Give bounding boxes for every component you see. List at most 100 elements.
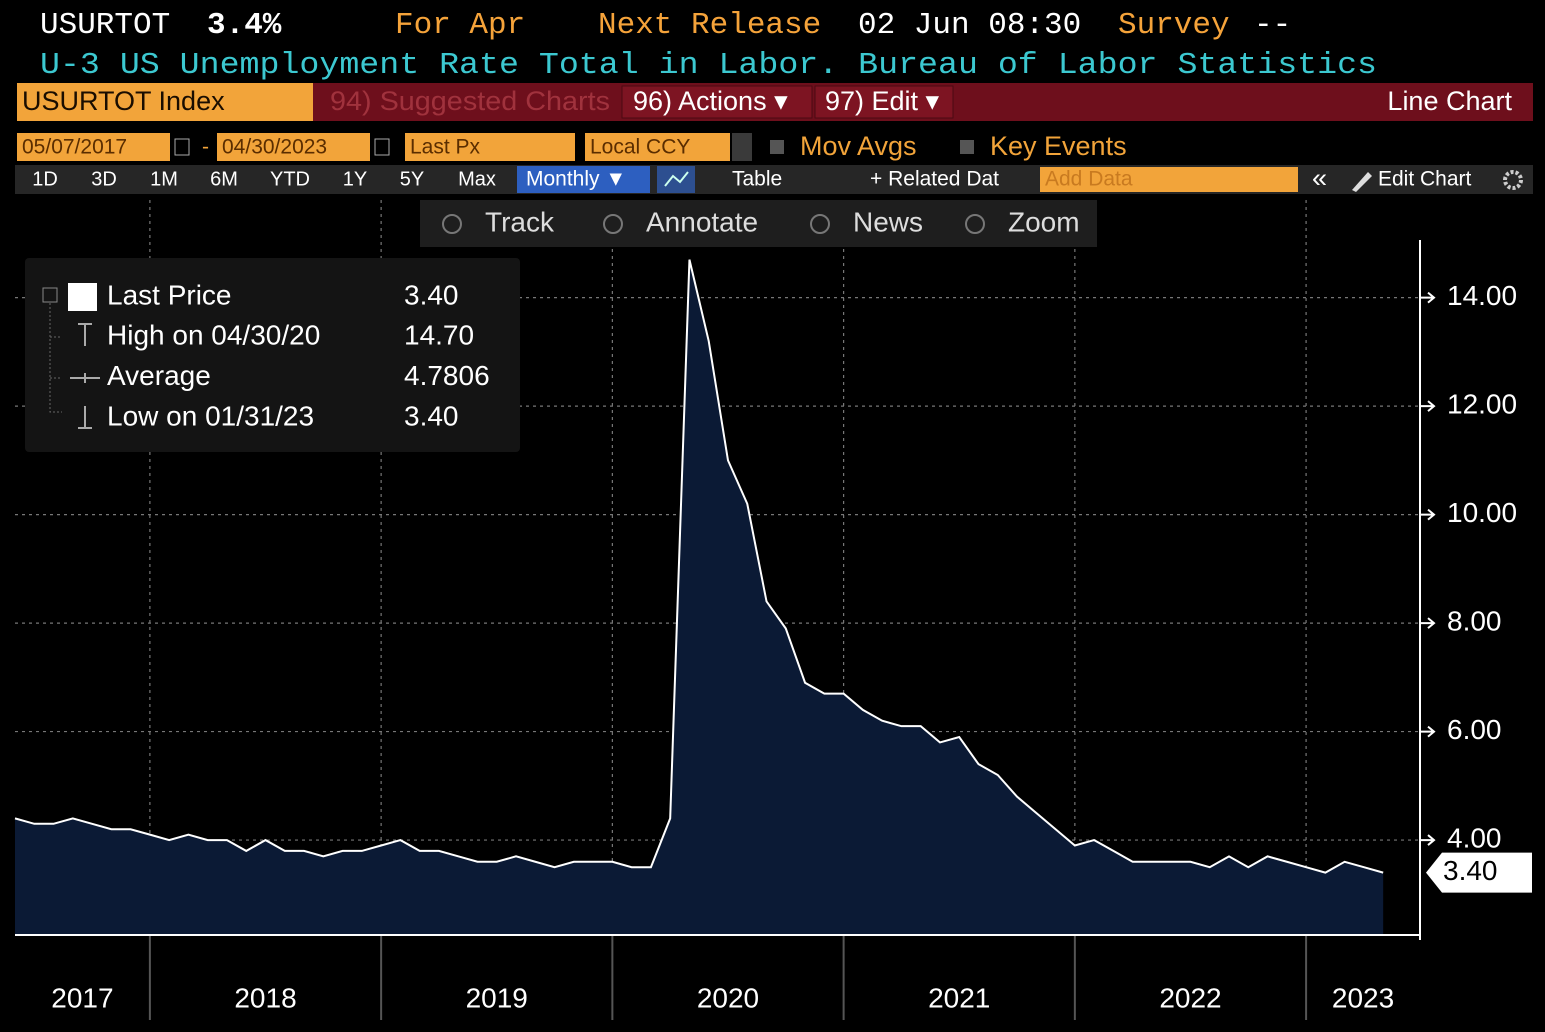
actions[interactable]: 96) Actions ▾	[633, 86, 788, 116]
range-button[interactable]: 1M	[150, 168, 178, 190]
line	[14, 259, 1384, 874]
survey-label: Survey	[1118, 8, 1230, 43]
average-icon	[70, 373, 100, 383]
security-box[interactable]	[17, 83, 313, 121]
related-data[interactable]: + Related Dat	[870, 168, 999, 191]
mov-avgs[interactable]: Mov Avgs	[800, 131, 917, 161]
y-tick	[1420, 617, 1436, 629]
legend-label: High on 04/30/20	[107, 320, 320, 351]
range-button[interactable]: 1Y	[343, 168, 367, 190]
frequency[interactable]: Monthly ▼	[526, 168, 626, 191]
security[interactable]: USURTOT Index	[22, 86, 225, 116]
legend-collapse[interactable]	[42, 287, 58, 303]
legend-label: Last Price	[107, 279, 232, 310]
start-date[interactable]: 05/07/2017	[22, 136, 127, 159]
date-separator: -	[202, 136, 209, 159]
plot: 2017 2018 2019 2020 2021 2022 2023 4.00 6.00 8.00…	[14, 200, 1532, 1020]
x-tick-label: 2020	[697, 982, 759, 1013]
chart-tool[interactable]: Track	[485, 206, 555, 237]
collapse[interactable]: «	[1312, 163, 1327, 193]
y-tick-label: 10.00	[1447, 497, 1517, 528]
next-release-label: Next Release	[598, 8, 821, 43]
end-date[interactable]: 04/30/2023	[222, 136, 327, 159]
x-tick-label: 2019	[466, 982, 528, 1013]
range-button[interactable]: 1D	[32, 168, 58, 190]
y-tick	[1420, 834, 1436, 846]
legend-value: 4.7806	[404, 360, 490, 391]
pencil-icon	[1352, 172, 1372, 192]
chart-tool[interactable]: Zoom	[1008, 206, 1080, 237]
x-tick-label: 2018	[234, 982, 296, 1013]
currency[interactable]: Local CCY	[590, 136, 690, 159]
calendar-icon[interactable]	[374, 138, 390, 156]
description: U-3 US Unemployment Rate Total in Labor.…	[40, 48, 1377, 83]
y-tick-label: 6.00	[1447, 714, 1502, 745]
tool-icon	[810, 214, 830, 234]
legend-tree	[49, 303, 62, 413]
gear-icon[interactable]	[1503, 170, 1523, 190]
frequency-box[interactable]	[517, 166, 650, 193]
legend-value: 14.70	[404, 320, 474, 351]
legend-value: 3.40	[404, 400, 459, 431]
chart-type[interactable]: Line Chart	[1387, 86, 1512, 116]
add-data-box[interactable]	[1040, 167, 1298, 192]
range-group: 1D 3D 1M 6M YTD 1Y 5Y Max	[32, 168, 496, 190]
tool-icon	[965, 214, 985, 234]
range-button[interactable]: 6M	[210, 168, 238, 190]
field-box[interactable]	[405, 133, 575, 161]
end-date-box[interactable]	[217, 133, 370, 161]
y-tick-label: 12.00	[1447, 389, 1517, 420]
key-events[interactable]: Key Events	[990, 131, 1127, 161]
calendar-icon[interactable]	[174, 138, 190, 156]
x-tick-label: 2017	[51, 982, 113, 1013]
actions-button[interactable]	[621, 85, 813, 119]
field[interactable]: Last Px	[410, 136, 481, 159]
suggested-charts[interactable]: 94) Suggested Charts	[330, 86, 610, 116]
checkbox[interactable]	[960, 140, 974, 154]
period: For Apr	[395, 8, 525, 43]
x-tick-label: 2022	[1159, 982, 1221, 1013]
survey: --	[1254, 8, 1291, 43]
current-value: 3.4%	[207, 8, 282, 43]
start-date-box[interactable]	[17, 133, 170, 161]
chart-icon-glyph	[664, 171, 689, 187]
legend-label: Low on 01/31/23	[107, 400, 314, 431]
last-value-label: 3.40	[1443, 855, 1498, 886]
area-fill	[15, 259, 1384, 935]
table[interactable]: Table	[732, 168, 782, 191]
range-button[interactable]: 5Y	[400, 168, 424, 190]
tools-group: Track Annotate News Zoom	[442, 206, 1080, 237]
tool-icon	[603, 214, 623, 234]
chart-tool[interactable]: News	[853, 206, 923, 237]
y-tick	[1420, 400, 1436, 412]
range-button[interactable]: YTD	[270, 168, 310, 190]
chart-tool[interactable]: Annotate	[646, 206, 758, 237]
y-tick-label: 8.00	[1447, 605, 1502, 636]
low-icon	[78, 406, 92, 429]
range-button[interactable]: 3D	[91, 168, 117, 190]
last-value-tag	[1426, 852, 1532, 893]
y-tick	[1420, 725, 1436, 738]
tool-icon	[442, 214, 462, 234]
x-tick-label: 2023	[1332, 982, 1394, 1013]
legend-label: Average	[107, 360, 211, 391]
high-icon	[78, 323, 92, 346]
range-button[interactable]: Max	[458, 168, 496, 190]
edit-button[interactable]	[814, 85, 954, 119]
y-tick	[1420, 291, 1436, 304]
legend-rows: Last Price 3.40 High on 04/30/20 14.70 Avera…	[107, 279, 490, 431]
edit[interactable]: 97) Edit ▾	[825, 86, 940, 116]
next-release: 02 Jun 08:30	[858, 8, 1081, 43]
edit-chart[interactable]: Edit Chart	[1378, 168, 1472, 191]
add-data[interactable]: Add Data	[1045, 168, 1133, 191]
y-tick-label: 14.00	[1447, 280, 1517, 311]
legend-box	[25, 258, 520, 452]
ticker: USURTOT	[40, 8, 170, 43]
checkbox[interactable]	[770, 140, 784, 154]
currency-box[interactable]	[585, 133, 730, 161]
legend-value: 3.40	[404, 279, 459, 310]
y-tick-label: 4.00	[1447, 822, 1502, 853]
dropdown-arrow[interactable]	[732, 133, 752, 161]
